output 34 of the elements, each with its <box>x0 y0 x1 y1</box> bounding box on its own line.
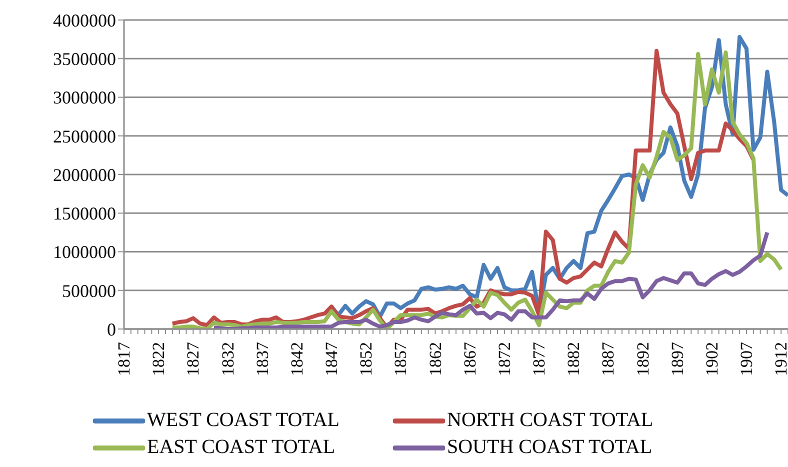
y-tick-label: 1000000 <box>53 242 116 262</box>
y-tick-label: 500000 <box>62 280 116 301</box>
y-tick-label: 0 <box>107 319 116 340</box>
y-tick-label: 3500000 <box>53 49 116 70</box>
x-tick-label: 1857 <box>391 342 410 376</box>
x-tick-label: 1827 <box>184 342 203 376</box>
x-tick-label: 1897 <box>668 342 687 376</box>
y-tick-label: 1500000 <box>53 204 116 224</box>
x-tick-label: 1862 <box>426 342 445 376</box>
x-tick-label: 1842 <box>287 342 306 376</box>
x-tick-label: 1882 <box>564 342 584 376</box>
legend-label: EAST COAST TOTAL <box>147 436 336 459</box>
y-tick-label: 3000000 <box>53 88 116 108</box>
y-tick-label: 2500000 <box>53 126 116 146</box>
x-tick-label: 1907 <box>737 342 756 376</box>
x-tick-label: 1832 <box>218 342 238 376</box>
x-tick-label: 1892 <box>633 342 652 376</box>
x-tick-label: 1912 <box>772 342 788 376</box>
legend-label: NORTH COAST TOTAL <box>447 409 654 432</box>
y-tick-label: 2000000 <box>53 164 116 185</box>
x-tick-label: 1887 <box>598 342 618 376</box>
x-tick-label: 1872 <box>494 342 514 376</box>
legend-label: SOUTH COAST TOTAL <box>447 436 652 459</box>
x-tick-label: 1822 <box>149 342 168 376</box>
x-tick-label: 1837 <box>252 342 272 376</box>
x-tick-label: 1902 <box>702 342 722 376</box>
x-tick-label: 1817 <box>114 342 134 376</box>
x-tick-label: 1867 <box>460 342 480 376</box>
x-tick-label: 1877 <box>530 342 548 376</box>
line-series <box>212 230 770 329</box>
x-tick-label: 1852 <box>356 342 376 376</box>
x-tick-label: 1847 <box>322 342 341 376</box>
legend-label: WEST COAST TOTAL <box>147 409 340 432</box>
y-tick-label: 4000000 <box>53 10 116 30</box>
